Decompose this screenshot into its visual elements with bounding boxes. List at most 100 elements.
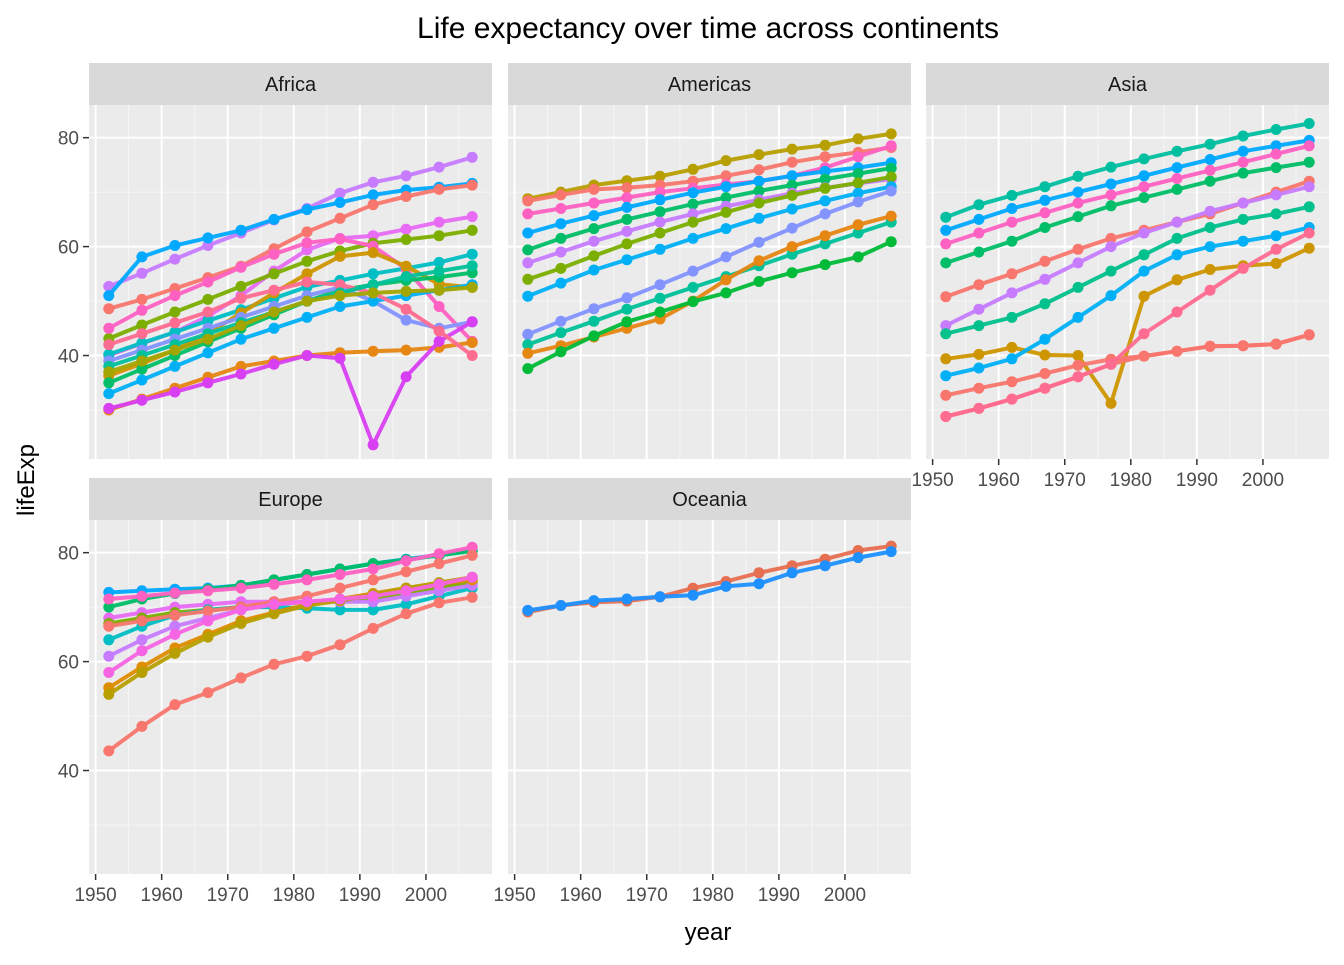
data-point [1039, 368, 1051, 379]
data-point [1105, 189, 1117, 201]
data-point [400, 191, 412, 202]
data-point [103, 388, 115, 400]
data-point [433, 216, 445, 228]
data-point [1105, 241, 1117, 253]
data-point [367, 268, 379, 280]
data-point [1006, 393, 1018, 405]
data-point [720, 287, 732, 299]
data-point [1270, 124, 1282, 135]
x-tick-label: 1950 [911, 470, 953, 491]
data-point [301, 276, 313, 288]
data-point [786, 241, 798, 253]
data-point [1039, 333, 1051, 345]
data-point [621, 201, 633, 213]
data-point [103, 339, 115, 351]
data-point [555, 346, 567, 358]
data-point [1039, 273, 1051, 285]
data-point [1039, 181, 1051, 193]
data-point [136, 355, 148, 367]
data-point [819, 560, 831, 572]
data-point [400, 285, 412, 297]
data-point [555, 218, 567, 230]
data-point [1006, 268, 1018, 280]
data-point [687, 216, 699, 228]
data-point [136, 645, 148, 657]
data-point [136, 293, 148, 305]
data-point [1072, 371, 1084, 383]
data-point [400, 585, 412, 597]
data-point [1006, 287, 1018, 299]
data-point [786, 156, 798, 168]
data-point [654, 279, 666, 291]
data-point [1138, 192, 1150, 204]
series-line [106, 545, 475, 601]
data-point [334, 187, 346, 199]
facet-strip [89, 478, 492, 520]
data-point [1237, 340, 1249, 352]
data-point [1072, 311, 1084, 323]
facet-panel-asia: Asia 1950 1960 1970 1980 1990 2000 [911, 63, 1329, 491]
data-point [1006, 189, 1018, 201]
data-point [1204, 154, 1216, 165]
data-point [301, 650, 313, 662]
data-point [940, 370, 952, 382]
data-point [433, 578, 445, 590]
series-line [106, 595, 475, 753]
data-point [136, 363, 148, 375]
x-tick-label: 1980 [1110, 470, 1152, 491]
data-point [654, 292, 666, 304]
data-point [334, 582, 346, 594]
data-point [301, 237, 313, 249]
data-point [621, 213, 633, 225]
data-point [1171, 274, 1183, 286]
data-point [1072, 170, 1084, 182]
data-point [235, 604, 247, 616]
data-point [1138, 170, 1150, 182]
facet-strip-label: Europe [258, 489, 323, 511]
data-point [367, 279, 379, 291]
series-line [525, 189, 894, 337]
x-tick-label: 1990 [1176, 470, 1218, 491]
data-point [1171, 173, 1183, 184]
data-point [1105, 178, 1117, 190]
data-point [334, 604, 346, 616]
data-point [235, 333, 247, 345]
data-point [268, 358, 280, 370]
data-point [1006, 235, 1018, 247]
data-point [1039, 298, 1051, 310]
data-point [654, 243, 666, 255]
data-point [720, 155, 732, 167]
data-point [940, 328, 952, 340]
data-point [202, 687, 214, 699]
data-point [334, 352, 346, 364]
data-point [687, 296, 699, 308]
data-point [522, 339, 534, 351]
data-point [136, 634, 148, 646]
series-group [522, 128, 897, 375]
data-point [433, 335, 445, 347]
data-point [169, 386, 181, 398]
data-point [1171, 162, 1183, 174]
data-point [720, 206, 732, 218]
gridlines [508, 520, 911, 874]
data-point [1039, 222, 1051, 233]
data-point [1138, 153, 1150, 165]
y-axis-label: lifeExp [13, 444, 40, 516]
data-point [433, 558, 445, 570]
data-point [466, 151, 478, 163]
data-point [687, 232, 699, 244]
data-point [1138, 265, 1150, 277]
data-point [1006, 311, 1018, 323]
data-point [136, 615, 148, 627]
data-point [852, 227, 864, 239]
data-point [819, 139, 831, 151]
x-tick-label: 1990 [339, 885, 381, 906]
data-point [819, 182, 831, 194]
facet-panel-europe: Europe 40 60 80 1950 1960 1970 1980 1990 2000 [58, 478, 492, 906]
data-point [202, 293, 214, 305]
data-point [1072, 257, 1084, 269]
data-point [1138, 181, 1150, 193]
data-point [720, 223, 732, 235]
data-point [753, 185, 765, 197]
